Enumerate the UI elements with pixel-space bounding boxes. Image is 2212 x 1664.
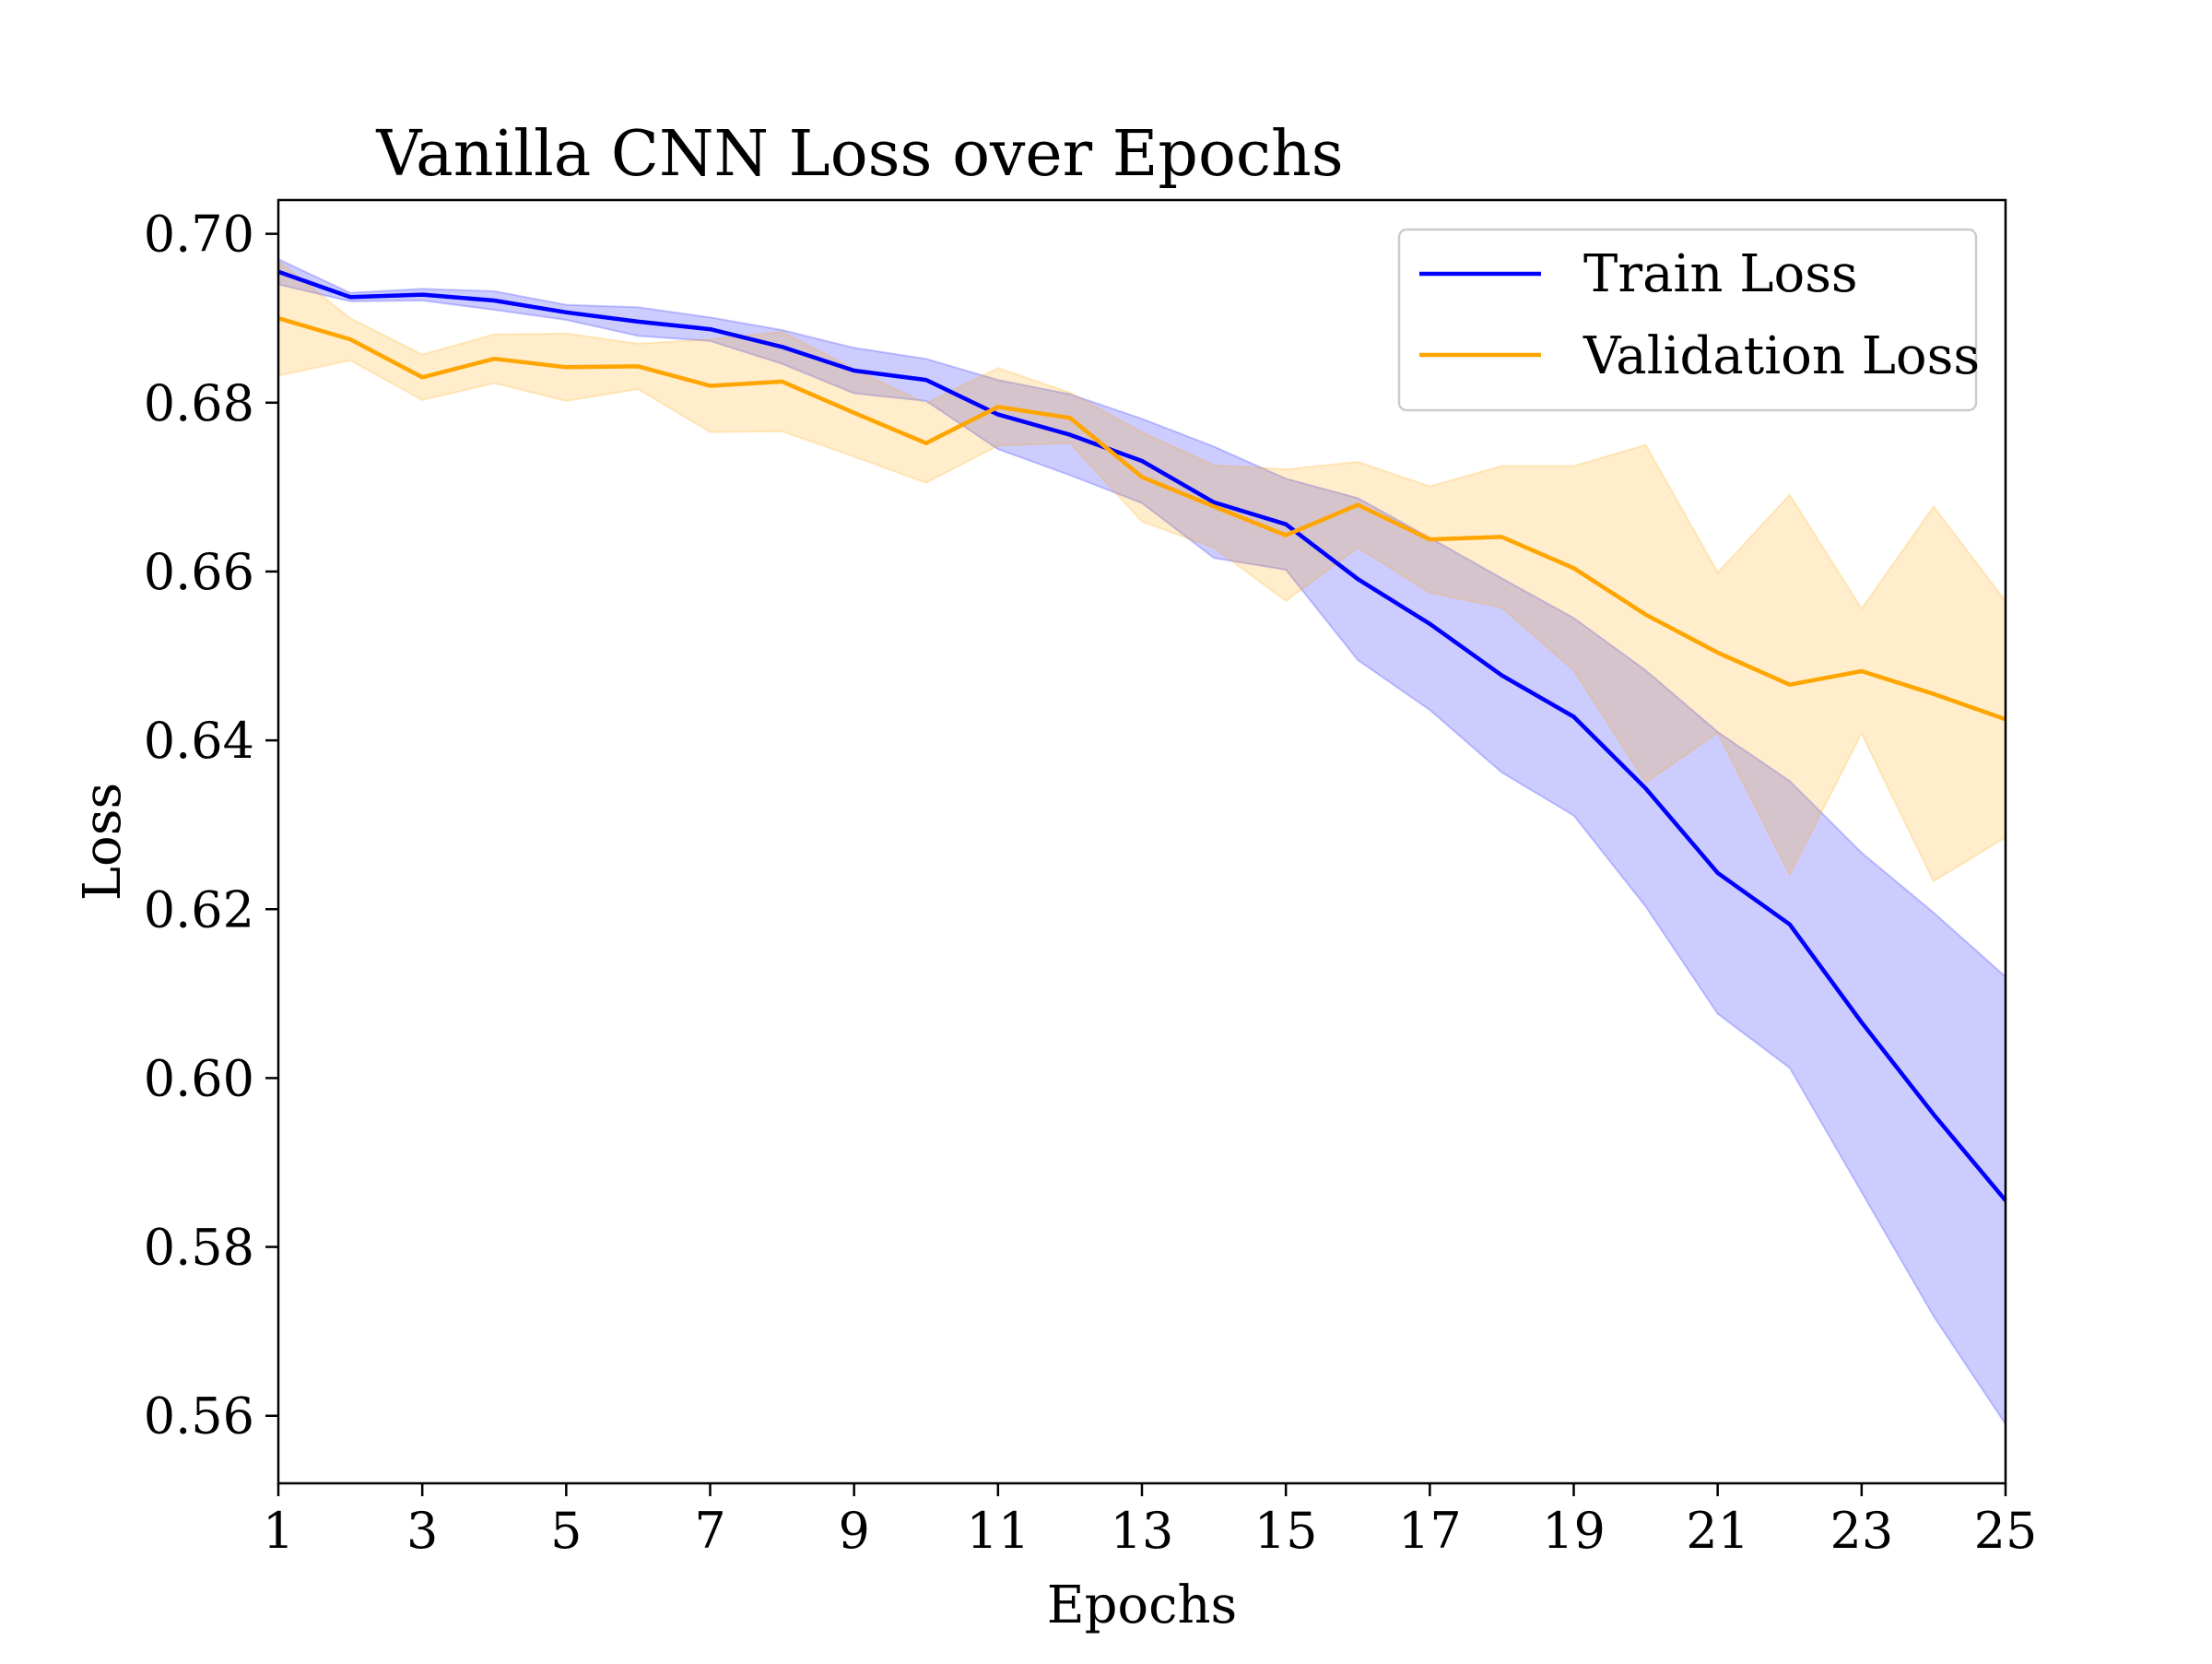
x-axis-ticks: 1 3 5 7 9 11 13 15 17 19 21 23 25: [263, 1483, 2038, 1560]
x-tick-label: 3: [406, 1502, 438, 1560]
validation-loss-line: [277, 316, 2006, 722]
train-loss-line: [277, 269, 2007, 1202]
x-tick-label: 7: [694, 1502, 725, 1560]
y-tick-label: 0.56: [144, 1387, 254, 1446]
x-tick-label: 19: [1542, 1502, 1606, 1560]
x-tick-label: 17: [1398, 1502, 1462, 1560]
x-axis-label: Epochs: [1047, 1575, 1238, 1635]
legend-box: [1397, 228, 1978, 412]
y-axis-ticks: 0.56 0.58 0.60 0.62 0.64 0.66 0.68 0.70: [144, 206, 278, 1446]
y-tick-label: 0.60: [144, 1049, 254, 1107]
legend: Train Loss Validation Loss: [1397, 228, 1980, 412]
x-tick-label: 11: [966, 1502, 1030, 1560]
x-tick-label: 1: [263, 1502, 294, 1560]
y-tick-label: 0.58: [144, 1219, 254, 1277]
y-axis-label: Loss: [73, 783, 133, 901]
y-tick-label: 0.70: [144, 206, 254, 264]
x-tick-label: 23: [1830, 1502, 1893, 1560]
y-tick-label: 0.68: [144, 374, 254, 432]
x-tick-label: 9: [838, 1502, 869, 1560]
legend-label-train-loss: Train Loss: [1583, 244, 1858, 304]
x-tick-label: 13: [1111, 1502, 1174, 1560]
y-tick-label: 0.66: [144, 543, 254, 601]
y-tick-label: 0.64: [144, 712, 254, 770]
x-tick-label: 15: [1254, 1502, 1318, 1560]
x-tick-label: 25: [1974, 1502, 2038, 1560]
x-tick-label: 21: [1686, 1502, 1749, 1560]
x-tick-label: 5: [550, 1502, 582, 1560]
y-tick-label: 0.62: [144, 880, 254, 938]
chart-title: Vanilla CNN Loss over Epochs: [375, 118, 1343, 191]
legend-label-validation-loss: Validation Loss: [1583, 326, 1980, 386]
series-lines: [277, 269, 2007, 1202]
